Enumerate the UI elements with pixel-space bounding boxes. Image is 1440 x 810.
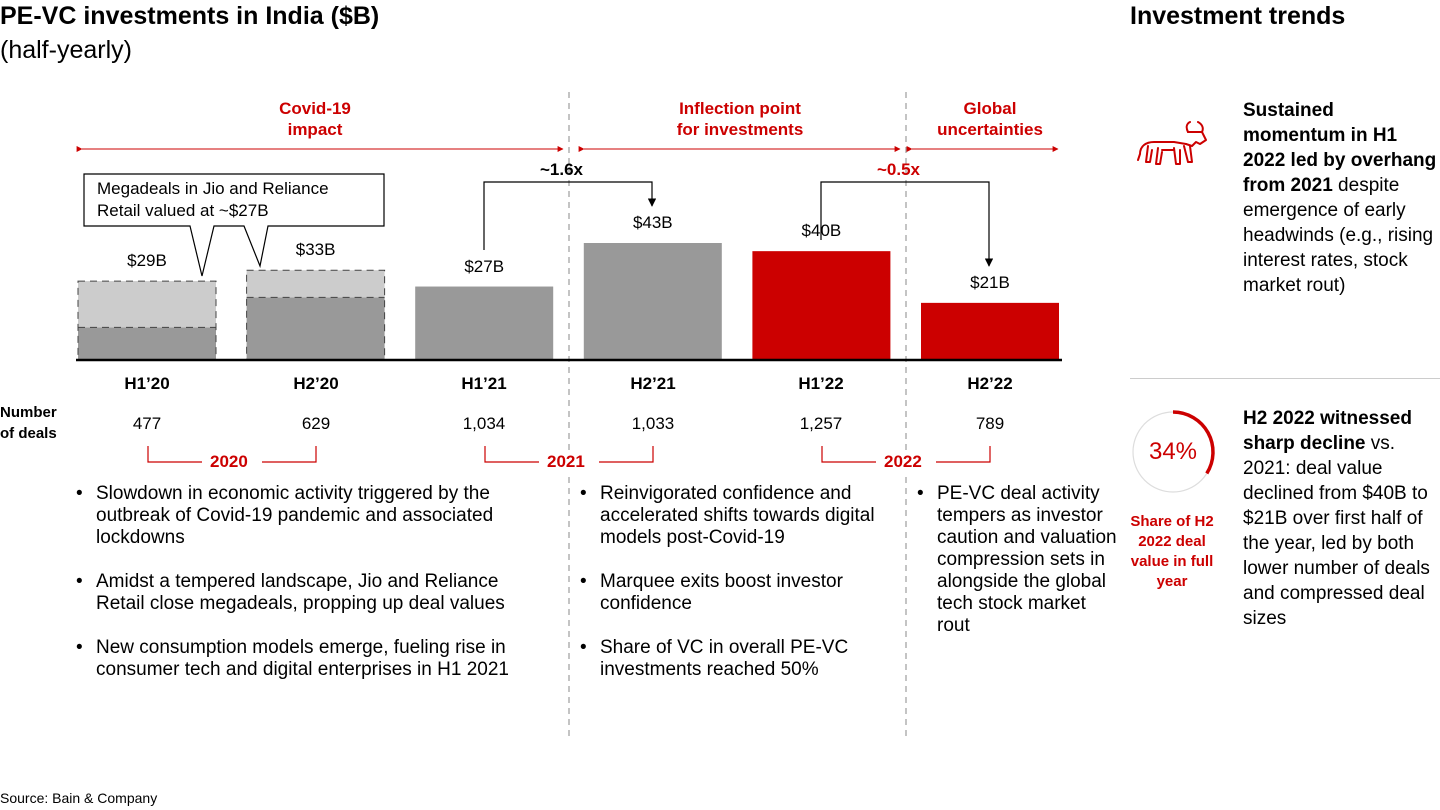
chart-svg bbox=[76, 92, 1062, 740]
deal-count: 629 bbox=[301, 414, 331, 433]
trends-divider bbox=[1130, 378, 1440, 379]
bullets-2021: Reinvigorated confidence and accelerated… bbox=[580, 483, 880, 703]
year-label-2022: 2022 bbox=[878, 452, 928, 472]
share-label: Share of H2 2022 deal value in full year bbox=[1130, 513, 1214, 590]
bar-base-0 bbox=[78, 327, 216, 360]
year-label-2021: 2021 bbox=[541, 452, 591, 472]
category-label: H1’22 bbox=[798, 374, 844, 393]
deal-count: 1,257 bbox=[799, 414, 843, 433]
period-covid-label: Covid-19 impact bbox=[279, 99, 351, 139]
growth-label-1: ~1.6x bbox=[540, 160, 584, 179]
bar-3 bbox=[583, 243, 722, 360]
bar-value-label: $40B bbox=[801, 221, 842, 241]
bar-4 bbox=[752, 251, 891, 360]
megadeal-callout-text: Megadeals in Jio and Reliance Retail valu… bbox=[97, 179, 329, 220]
bull-icon bbox=[1137, 121, 1207, 165]
bullet-item: Marquee exits boost investor confidence bbox=[580, 571, 880, 615]
trend-2-text: H2 2022 witnessed sharp decline vs. 2021… bbox=[1243, 408, 1430, 629]
bar-value-label: $27B bbox=[464, 256, 505, 276]
year-label-2020: 2020 bbox=[204, 452, 254, 472]
category-label: H2’20 bbox=[293, 374, 339, 393]
megadeal-callout-bubble bbox=[83, 173, 385, 277]
trend-1-text: Sustained momentum in H1 2022 led by ove… bbox=[1243, 100, 1437, 296]
bar-value-label: $29B bbox=[127, 251, 167, 271]
category-label: H2’22 bbox=[967, 374, 1013, 393]
chart-subtitle: (half-yearly) bbox=[0, 36, 132, 64]
deals-row-label: Number of deals bbox=[0, 404, 57, 442]
deal-count: 477 bbox=[132, 414, 162, 433]
year-bracket-2021 bbox=[484, 446, 654, 463]
category-label: H1’21 bbox=[461, 374, 507, 393]
bar-2 bbox=[415, 286, 554, 360]
share-percent: 34% bbox=[1148, 438, 1198, 465]
bullet-item: PE-VC deal activity tempers as investor … bbox=[917, 483, 1117, 637]
bullets-2022: PE-VC deal activity tempers as investor … bbox=[917, 483, 1117, 659]
year-bracket-2022 bbox=[821, 446, 991, 463]
share-donut bbox=[1132, 410, 1215, 493]
bullets-2020: Slowdown in economic activity triggered … bbox=[76, 483, 546, 703]
bullet-item: New consumption models emerge, fueling r… bbox=[76, 637, 546, 681]
bar-5 bbox=[921, 302, 1059, 360]
trends-title: Investment trends bbox=[1130, 2, 1346, 30]
growth-connector-1 bbox=[483, 181, 657, 250]
year-bracket-2020 bbox=[147, 446, 317, 463]
bar-value-label: $21B bbox=[970, 272, 1010, 292]
deal-count: 789 bbox=[975, 414, 1005, 433]
period-inflection-label: Inflection point for investments bbox=[676, 99, 804, 139]
growth-label-2: ~0.5x bbox=[877, 160, 921, 179]
chart-title: PE-VC investments in India ($B) bbox=[0, 2, 380, 30]
deal-count: 1,034 bbox=[462, 414, 506, 433]
category-label: H1’20 bbox=[124, 374, 170, 393]
category-label: H2’21 bbox=[630, 374, 676, 393]
bar-base-1 bbox=[246, 297, 385, 360]
bullet-item: Reinvigorated confidence and accelerated… bbox=[580, 483, 880, 549]
bar-megadeal-1 bbox=[246, 270, 385, 298]
deal-count: 1,033 bbox=[631, 414, 675, 433]
bar-outline-1 bbox=[246, 269, 386, 361]
bar-megadeal-0 bbox=[78, 281, 216, 328]
bar-value-label: $43B bbox=[632, 213, 673, 232]
bullet-item: Share of VC in overall PE-VC investments… bbox=[580, 637, 880, 681]
bullet-item: Slowdown in economic activity triggered … bbox=[76, 483, 546, 549]
period-global-label: Global uncertainties bbox=[937, 99, 1043, 139]
growth-connector-2 bbox=[820, 181, 994, 267]
bullet-item: Amidst a tempered landscape, Jio and Rel… bbox=[76, 571, 546, 615]
bar-value-label: $33B bbox=[295, 240, 336, 260]
source-note: Source: Bain & Company bbox=[0, 790, 158, 806]
